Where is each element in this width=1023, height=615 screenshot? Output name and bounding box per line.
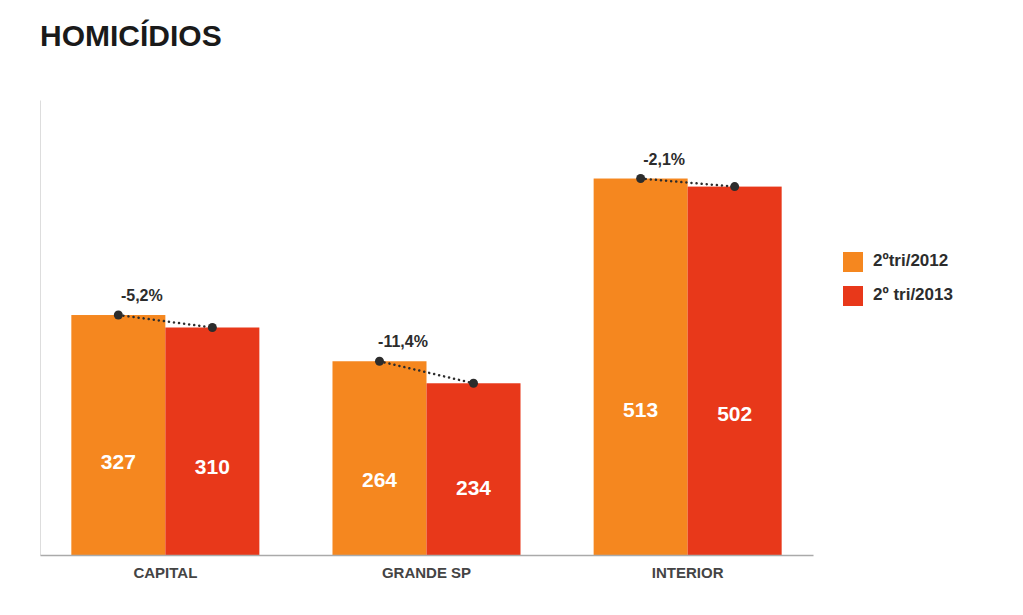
connectors: [114, 174, 739, 388]
y-axis: [40, 101, 41, 556]
bar: [427, 383, 521, 555]
legend-label: 2º tri/2013: [873, 285, 953, 304]
dot: [469, 379, 478, 388]
bar: [594, 179, 688, 555]
dot: [730, 182, 739, 191]
x-axis-line: [41, 555, 814, 557]
dot: [636, 174, 645, 183]
plot: CAPITAL GRANDE SP INTERIOR 327 264 513 310 234 5…: [41, 101, 814, 581]
connector: [118, 315, 212, 327]
connector: [379, 361, 473, 383]
chart: HOMICÍDIOS CAPITAL GRANDE SP INTERIOR 327 264…: [0, 0, 1023, 615]
x-tick-label: CAPITAL: [133, 564, 197, 581]
legend-item: 2ºtri/2012: [843, 251, 948, 272]
annotation: -5,2%: [121, 287, 163, 304]
dot: [114, 311, 123, 320]
legend: 2ºtri/2012 2º tri/2013: [843, 251, 953, 306]
data-label: 327: [101, 450, 136, 473]
data-label: 310: [195, 455, 230, 478]
data-label: 502: [717, 402, 752, 425]
legend-item: 2º tri/2013: [843, 285, 953, 306]
data-label: 234: [456, 476, 491, 499]
bar: [165, 328, 259, 556]
data-label: 513: [623, 398, 658, 421]
x-tick: INTERIOR: [652, 564, 724, 581]
x-tick: CAPITAL: [133, 564, 197, 581]
labels: 327 264 513 310 234 502 -5,2% -11,4% -2,1%: [101, 151, 752, 500]
bar: [688, 187, 782, 555]
dot: [375, 357, 384, 366]
x-tick-label: INTERIOR: [652, 564, 724, 581]
legend-swatch: [843, 286, 863, 306]
data-label: 264: [362, 468, 397, 491]
connector: [641, 179, 735, 187]
x-axis: CAPITAL GRANDE SP INTERIOR: [41, 556, 814, 581]
annotation: -2,1%: [643, 151, 685, 168]
legend-swatch: [843, 252, 863, 272]
legend-label: 2ºtri/2012: [873, 251, 948, 270]
bar: [71, 315, 165, 555]
dot: [208, 323, 217, 332]
annotation: -11,4%: [378, 333, 428, 350]
bars: [71, 179, 781, 555]
x-tick-label: GRANDE SP: [382, 564, 471, 581]
x-tick: GRANDE SP: [382, 564, 471, 581]
title: HOMICÍDIOS: [40, 19, 222, 52]
y-axis-line: [40, 101, 41, 556]
bar: [332, 361, 426, 555]
